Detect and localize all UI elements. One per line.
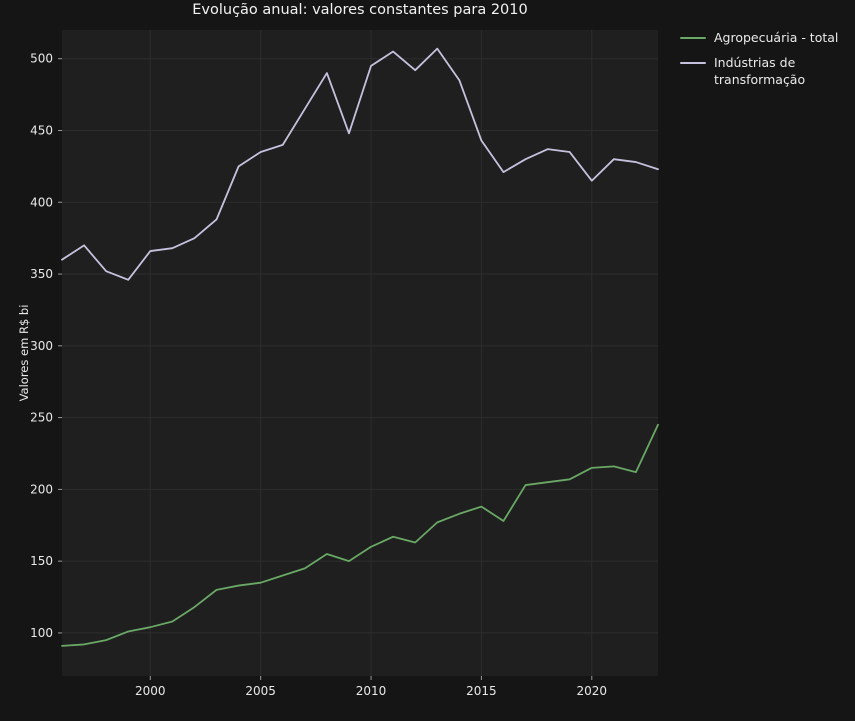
legend-item: Agropecuária - total — [680, 30, 844, 47]
svg-text:400: 400 — [30, 195, 53, 209]
legend-label: Agropecuária - total — [714, 30, 839, 45]
svg-text:300: 300 — [30, 339, 53, 353]
legend-label: Indústrias de transformação — [714, 54, 806, 87]
svg-text:2005: 2005 — [245, 684, 276, 698]
legend-item: Indústrias de transformação — [680, 55, 844, 89]
svg-text:2020: 2020 — [577, 684, 608, 698]
svg-text:2000: 2000 — [135, 684, 166, 698]
legend-line-sample-agropecuaria — [680, 37, 706, 39]
svg-text:250: 250 — [30, 411, 53, 425]
svg-text:200: 200 — [30, 482, 53, 496]
legend: Agropecuária - total Indústrias de trans… — [680, 30, 844, 89]
svg-text:500: 500 — [30, 52, 53, 66]
svg-text:450: 450 — [30, 123, 53, 137]
chart-title: Evolução anual: valores constantes para … — [192, 2, 528, 18]
svg-text:2010: 2010 — [356, 684, 387, 698]
legend-line-sample-industrias — [680, 61, 706, 64]
svg-text:2015: 2015 — [466, 684, 497, 698]
svg-text:150: 150 — [30, 554, 53, 568]
svg-text:100: 100 — [30, 626, 53, 640]
svg-text:350: 350 — [30, 267, 53, 281]
